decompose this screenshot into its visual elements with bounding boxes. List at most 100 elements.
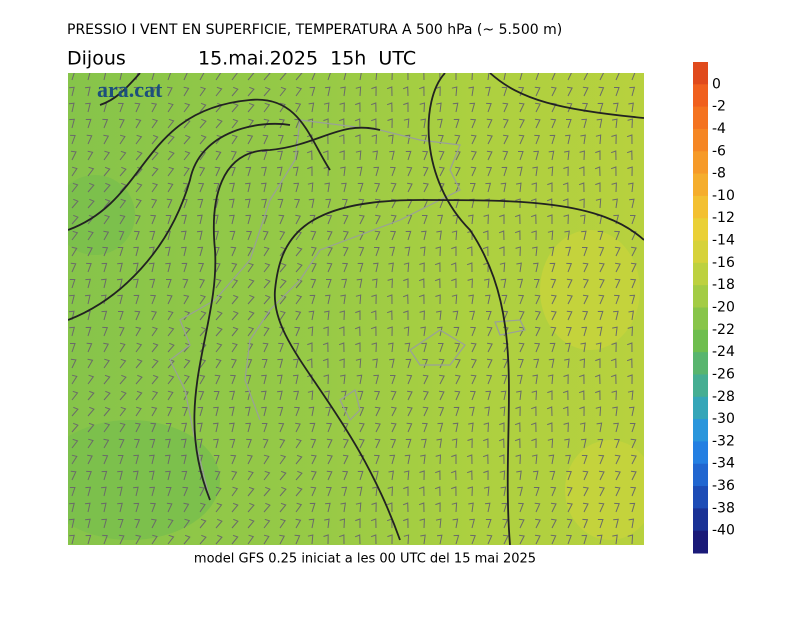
wind-barb (422, 150, 429, 161)
wind-barb (230, 246, 237, 257)
wind-barb (197, 246, 204, 257)
wind-barb (245, 374, 252, 385)
wind-barb (292, 166, 299, 177)
wind-barb (229, 182, 235, 193)
wind-barb (403, 310, 409, 320)
wind-barb (389, 246, 396, 257)
wind-barb (370, 326, 377, 337)
wind-barb (135, 358, 143, 369)
wind-barb (470, 134, 477, 145)
wind-barb (405, 230, 412, 241)
wind-barb (566, 486, 573, 497)
wind-barb (418, 294, 425, 305)
wind-barb (167, 518, 174, 529)
wind-barb (359, 422, 365, 433)
wind-barb (594, 374, 601, 385)
wind-barb (406, 166, 413, 177)
wind-barb (518, 134, 525, 145)
wind-barb (134, 518, 141, 529)
wind-barb (563, 166, 569, 177)
wind-barb (167, 534, 175, 545)
wind-barb (390, 438, 397, 449)
wind-barb (134, 230, 140, 241)
wind-barb (374, 230, 381, 241)
wind-barb (533, 150, 540, 161)
wind-barb (516, 262, 522, 273)
wind-barb (183, 374, 190, 385)
wind-barb (214, 166, 221, 177)
wind-barb (149, 438, 156, 449)
wind-barb (295, 518, 302, 529)
wind-barb (247, 534, 255, 545)
wind-barb (149, 230, 156, 241)
colorbar-label: -30 (712, 411, 735, 427)
wind-barb (69, 502, 75, 513)
wind-barb (551, 86, 557, 97)
wind-barb (628, 102, 634, 113)
wind-barb (199, 518, 207, 529)
wind-barb (231, 102, 239, 113)
wind-barb (103, 198, 111, 209)
wind-barb (183, 166, 190, 177)
wind-barb (486, 358, 493, 369)
wind-barb (68, 102, 75, 113)
wind-barb (500, 278, 507, 289)
wind-barb (596, 118, 603, 129)
wind-barb (499, 422, 505, 432)
wind-barb (419, 102, 426, 113)
wind-barb (418, 486, 425, 497)
colorbar-segment (693, 463, 708, 487)
wind-barb (535, 73, 540, 81)
wind-barb (629, 198, 635, 209)
wind-barb (403, 518, 409, 529)
wind-barb (181, 262, 188, 273)
wind-barb (582, 86, 589, 97)
wind-barb (582, 294, 589, 305)
wind-barb (85, 518, 91, 529)
wind-barb (566, 262, 573, 273)
wind-barb (631, 73, 636, 81)
wind-barb (451, 73, 457, 80)
wind-barb (307, 342, 313, 352)
wind-barb (215, 278, 222, 289)
wind-barb (308, 518, 315, 529)
wind-barb (183, 294, 190, 305)
wind-barb (261, 359, 268, 369)
wind-barb (583, 486, 589, 497)
wind-barb (470, 390, 476, 401)
wind-barb (279, 486, 287, 497)
wind-barb (516, 470, 522, 481)
wind-barb (374, 390, 381, 401)
wind-barb (295, 294, 303, 305)
wind-barb (199, 118, 207, 129)
wind-barb (436, 230, 442, 241)
wind-barb (359, 438, 365, 449)
wind-barb (295, 310, 302, 321)
wind-barb (326, 486, 332, 497)
wind-barb (371, 502, 377, 513)
wind-barb (247, 73, 255, 81)
wind-barb (533, 358, 540, 369)
wind-barb (277, 150, 283, 161)
wind-barb (374, 182, 381, 193)
wind-barb (215, 486, 222, 497)
wind-barb (403, 278, 409, 288)
wind-barb (499, 198, 506, 209)
wind-barb (180, 438, 187, 449)
wind-barb (404, 454, 411, 465)
wind-barb (213, 230, 219, 241)
wind-barb (499, 454, 505, 465)
wind-barb (199, 294, 206, 305)
wind-barb (135, 326, 142, 337)
wind-barb (436, 102, 442, 113)
wind-barb (629, 423, 636, 433)
wind-barb (562, 406, 569, 417)
wind-barb (263, 470, 271, 481)
colorbar-label: -22 (712, 322, 735, 338)
wind-barb (165, 215, 172, 225)
wind-barb (547, 166, 554, 177)
wind-barb (597, 438, 604, 449)
wind-barb (247, 470, 254, 481)
wind-barb (531, 454, 538, 465)
